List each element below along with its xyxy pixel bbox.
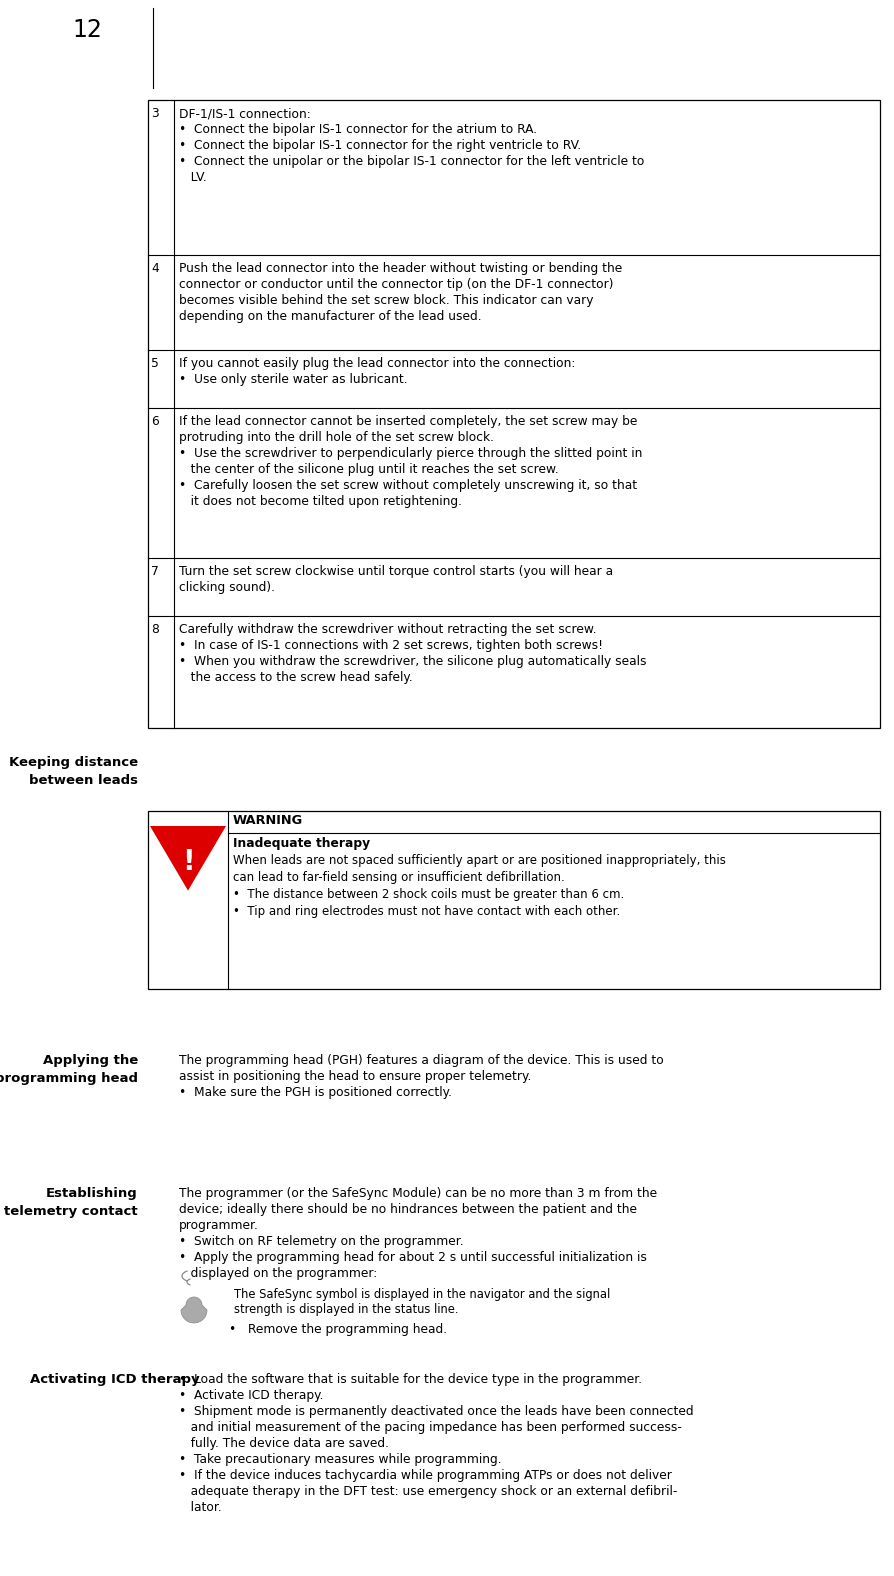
Text: •  In case of IS-1 connections with 2 set screws, tighten both screws!: • In case of IS-1 connections with 2 set… [179,638,603,652]
Text: •  Connect the unipolar or the bipolar IS-1 connector for the left ventricle to: • Connect the unipolar or the bipolar IS… [179,154,644,169]
Text: depending on the manufacturer of the lead used.: depending on the manufacturer of the lea… [179,310,481,323]
Text: •   Remove the programming head.: • Remove the programming head. [229,1322,447,1336]
Text: •  When you withdraw the screwdriver, the silicone plug automatically seals: • When you withdraw the screwdriver, the… [179,656,645,668]
Polygon shape [181,1297,207,1322]
Text: If the lead connector cannot be inserted completely, the set screw may be: If the lead connector cannot be inserted… [179,414,637,429]
Text: •  Make sure the PGH is positioned correctly.: • Make sure the PGH is positioned correc… [179,1086,451,1098]
Text: it does not become tilted upon retightening.: it does not become tilted upon retighten… [179,495,461,507]
Text: device; ideally there should be no hindrances between the patient and the: device; ideally there should be no hindr… [179,1202,637,1217]
Text: 3: 3 [151,107,158,120]
Text: The programmer (or the SafeSync Module) can be no more than 3 m from the: The programmer (or the SafeSync Module) … [179,1187,656,1199]
Text: Turn the set screw clockwise until torque control starts (you will hear a: Turn the set screw clockwise until torqu… [179,566,612,578]
Text: Inadequate therapy: Inadequate therapy [232,837,370,849]
Text: lator.: lator. [179,1500,222,1515]
Text: •  Activate ICD therapy.: • Activate ICD therapy. [179,1388,323,1403]
Text: •  Use only sterile water as lubricant.: • Use only sterile water as lubricant. [179,374,407,386]
Text: •  Carefully loosen the set screw without completely unscrewing it, so that: • Carefully loosen the set screw without… [179,479,637,492]
Text: WARNING: WARNING [232,813,303,827]
Text: Establishing
telemetry contact: Establishing telemetry contact [4,1187,138,1218]
Text: Carefully withdraw the screwdriver without retracting the set screw.: Carefully withdraw the screwdriver witho… [179,623,596,637]
Text: If you cannot easily plug the lead connector into the connection:: If you cannot easily plug the lead conne… [179,358,575,370]
Text: 7: 7 [151,566,158,578]
Text: •  Connect the bipolar IS-1 connector for the atrium to RA.: • Connect the bipolar IS-1 connector for… [179,123,536,136]
Text: Activating ICD therapy: Activating ICD therapy [30,1373,199,1385]
Text: connector or conductor until the connector tip (on the DF-1 connector): connector or conductor until the connect… [179,277,612,292]
Text: programmer.: programmer. [179,1218,258,1232]
Text: and initial measurement of the pacing impedance has been performed success-: and initial measurement of the pacing im… [179,1422,681,1434]
Text: When leads are not spaced sufficiently apart or are positioned inappropriately, : When leads are not spaced sufficiently a… [232,854,725,867]
Text: The SafeSync symbol is displayed in the navigator and the signal: The SafeSync symbol is displayed in the … [233,1288,610,1302]
Text: clicking sound).: clicking sound). [179,582,274,594]
Text: displayed on the programmer:: displayed on the programmer: [179,1267,377,1280]
Text: •  Tip and ring electrodes must not have contact with each other.: • Tip and ring electrodes must not have … [232,905,620,917]
Text: 4: 4 [151,262,158,274]
Text: •  Use the screwdriver to perpendicularly pierce through the slitted point in: • Use the screwdriver to perpendicularly… [179,448,642,460]
Text: LV.: LV. [179,172,207,184]
Text: 5: 5 [151,358,159,370]
Text: adequate therapy in the DFT test: use emergency shock or an external defibril-: adequate therapy in the DFT test: use em… [179,1485,677,1499]
Text: 8: 8 [151,623,159,637]
Text: The programming head (PGH) features a diagram of the device. This is used to: The programming head (PGH) features a di… [179,1054,663,1067]
Text: fully. The device data are saved.: fully. The device data are saved. [179,1437,389,1450]
Text: becomes visible behind the set screw block. This indicator can vary: becomes visible behind the set screw blo… [179,295,593,307]
Text: !: ! [181,848,194,876]
Text: •  Take precautionary measures while programming.: • Take precautionary measures while prog… [179,1453,501,1466]
Text: •  Load the software that is suitable for the device type in the programmer.: • Load the software that is suitable for… [179,1373,641,1385]
Text: •  Shipment mode is permanently deactivated once the leads have been connected: • Shipment mode is permanently deactivat… [179,1404,693,1418]
Bar [148,812,879,990]
Text: Applying the
programming head: Applying the programming head [0,1054,138,1084]
Text: the access to the screw head safely.: the access to the screw head safely. [179,671,412,684]
Text: Push the lead connector into the header without twisting or bending the: Push the lead connector into the header … [179,262,621,274]
Text: assist in positioning the head to ensure proper telemetry.: assist in positioning the head to ensure… [179,1070,531,1083]
Text: the center of the silicone plug until it reaches the set screw.: the center of the silicone plug until it… [179,463,558,476]
Text: Keeping distance
between leads: Keeping distance between leads [9,756,138,786]
Text: can lead to far-field sensing or insufficient defibrillation.: can lead to far-field sensing or insuffi… [232,872,564,884]
Text: 6: 6 [151,414,158,429]
Text: •  Switch on RF telemetry on the programmer.: • Switch on RF telemetry on the programm… [179,1236,463,1248]
Text: 12: 12 [72,17,102,43]
Text: strength is displayed in the status line.: strength is displayed in the status line… [233,1303,458,1316]
Text: DF-1/IS-1 connection:: DF-1/IS-1 connection: [179,107,310,120]
Bar [148,99,879,728]
Text: •  Connect the bipolar IS-1 connector for the right ventricle to RV.: • Connect the bipolar IS-1 connector for… [179,139,580,151]
Polygon shape [150,826,226,890]
Text: •  Apply the programming head for about 2 s until successful initialization is: • Apply the programming head for about 2… [179,1251,646,1264]
Text: •  If the device induces tachycardia while programming ATPs or does not deliver: • If the device induces tachycardia whil… [179,1469,671,1481]
Text: protruding into the drill hole of the set screw block.: protruding into the drill hole of the se… [179,430,493,444]
Text: •  The distance between 2 shock coils must be greater than 6 cm.: • The distance between 2 shock coils mus… [232,887,623,901]
